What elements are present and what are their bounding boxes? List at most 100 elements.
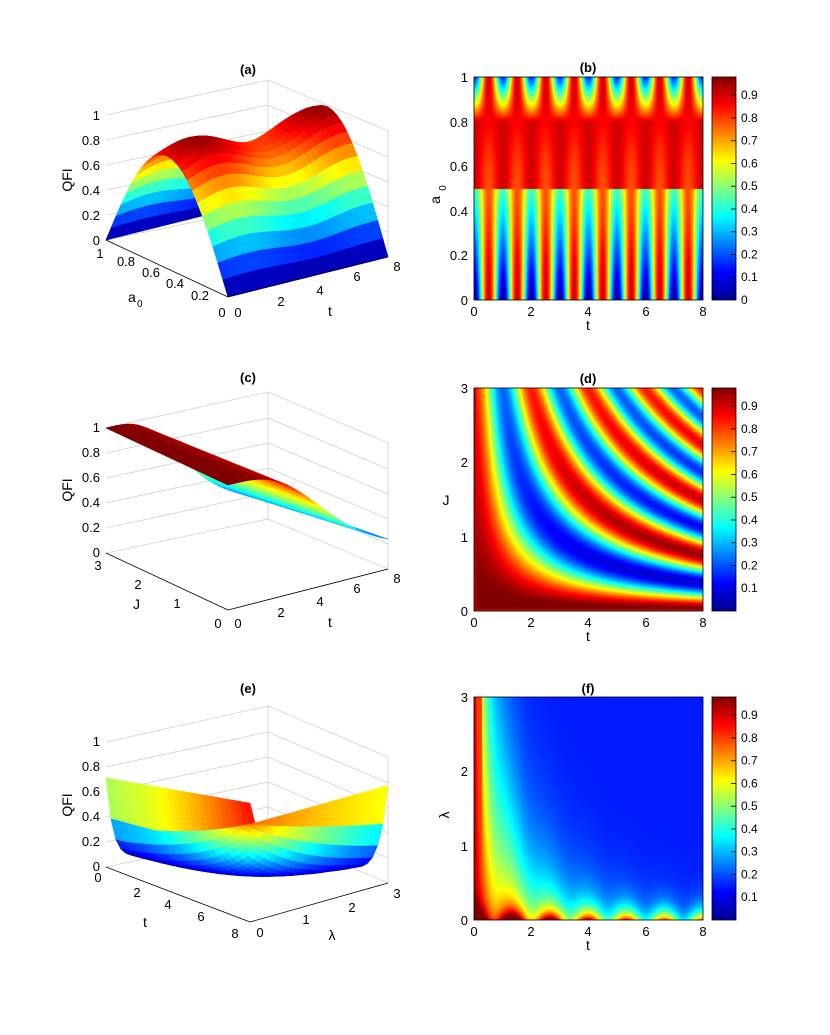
panel-a-axes: [105, 239, 389, 298]
e-ztick: 0.2: [82, 834, 100, 849]
b-xtick: 0: [470, 304, 477, 319]
b-ytick: 0: [461, 293, 468, 308]
a-ylabel: a: [128, 289, 136, 305]
colorbar-tick-label: 0.8: [741, 731, 758, 745]
colorbar-tick-label: 0: [741, 293, 748, 307]
panel-e-x-ticks: 0 1 2 3: [256, 886, 400, 940]
d-ytick: 2: [461, 455, 468, 470]
colorbar-tick-label: 0.1: [741, 890, 758, 904]
d-ytick: 0: [461, 604, 468, 619]
b-xtick: 2: [527, 304, 534, 319]
panel-f: (f) 0 1 2 3 λ 0 2 4 6 8 t 0.10.20.30.40.…: [436, 681, 758, 953]
panel-a: (a) 0 0.2 0.4 0.6 0.8 1 QFI 0 0.2: [59, 62, 401, 320]
panel-e: (e) 0 0.2 0.4 0.6 0.8 1 QFI 0 2: [59, 681, 401, 943]
c-ztick: 0.4: [82, 495, 100, 510]
f-xtick: 0: [470, 924, 477, 939]
panel-d-colorbar: [711, 387, 737, 612]
panel-e-axes: [105, 866, 389, 923]
colorbar-tick-label: 0.3: [741, 845, 758, 859]
panel-f-colorbar-ticks: 0.1 0.2 0.3 0.4 0.5 0.6 0.7 0.8 0.9: [731, 708, 758, 904]
colorbar-tick-label: 0.6: [741, 467, 758, 481]
colorbar-tick-label: 0.3: [741, 536, 758, 550]
a-ztick: 1: [93, 108, 100, 123]
e-ytick: 0: [94, 870, 101, 885]
colorbar-tick-label: 0.8: [741, 111, 758, 125]
b-xtick: 6: [642, 304, 649, 319]
e-ytick: 6: [197, 909, 204, 924]
b-ytick: 0.2: [450, 248, 468, 263]
colorbar-tick-label: 0.5: [741, 179, 758, 193]
c-ytick: 3: [94, 558, 101, 573]
a-xtick: 8: [393, 259, 400, 274]
c-ytick: 1: [173, 596, 180, 611]
e-ytick: 2: [133, 885, 140, 900]
panel-d-frame: [473, 387, 704, 612]
d-ytick: 1: [461, 530, 468, 545]
a-ztick: 0.4: [82, 183, 100, 198]
c-xtick: 4: [316, 594, 323, 609]
panel-f-y-ticks: 0 1 2 3: [461, 690, 468, 928]
e-ztick: 0.4: [82, 809, 100, 824]
f-ylabel: λ: [436, 812, 452, 819]
d-xtick: 4: [584, 615, 591, 630]
panel-c-grid: [105, 391, 389, 570]
c-ytick: 0: [214, 616, 221, 631]
a-ztick: 0.8: [82, 133, 100, 148]
panel-f-heatmap: [474, 697, 703, 920]
c-ztick: 0: [93, 545, 100, 560]
a-xtick: 2: [277, 294, 284, 309]
e-zlabel: QFI: [59, 793, 75, 816]
f-ytick: 1: [461, 839, 468, 854]
b-xtick: 4: [584, 304, 591, 319]
colorbar-tick-label: 0.9: [741, 708, 758, 722]
b-ytick: 1: [461, 70, 468, 85]
c-zlabel: QFI: [59, 478, 75, 501]
panel-b: (b) 0 0.2 0.4 0.6 0.8 1 a 0 0 2 4 6 8 t …: [427, 60, 758, 333]
colorbar-tick-label: 0.7: [741, 134, 758, 148]
e-xlabel: λ: [329, 927, 336, 943]
e-ytick: 4: [164, 897, 171, 912]
e-ztick: 0: [93, 859, 100, 874]
a-ztick: 0.2: [82, 208, 100, 223]
b-ytick: 0.4: [450, 204, 468, 219]
e-xtick: 3: [393, 886, 400, 901]
panel-d-colorbar-ticks: 0.1 0.2 0.3 0.4 0.5 0.6 0.7 0.8 0.9: [731, 399, 758, 595]
b-xlabel: t: [586, 317, 590, 333]
panel-b-y-ticks: 0 0.2 0.4 0.6 0.8 1: [450, 70, 468, 308]
panel-e-z-ticks: 0 0.2 0.4 0.6 0.8 1: [82, 734, 100, 874]
c-xtick: 2: [277, 605, 284, 620]
f-xlabel: t: [586, 937, 590, 953]
f-xtick: 2: [527, 924, 534, 939]
panel-c-y-ticks: 0 1 2 3: [94, 558, 221, 631]
panel-f-title: (f): [582, 681, 595, 696]
d-ylabel: J: [443, 492, 450, 508]
colorbar-tick-label: 0.1: [741, 270, 758, 284]
a-ytick: 0.6: [142, 265, 160, 280]
e-xtick: 1: [302, 912, 309, 927]
a-ytick: 1: [96, 246, 103, 261]
e-ztick: 0.8: [82, 759, 100, 774]
panel-f-x-ticks: 0 2 4 6 8: [470, 924, 706, 939]
colorbar-tick-label: 0.2: [741, 247, 758, 261]
panel-b-frame: [473, 76, 704, 301]
panel-f-colorbar: [711, 696, 737, 921]
c-xlabel: t: [328, 614, 332, 630]
c-ztick: 1: [93, 420, 100, 435]
c-ytick: 2: [134, 577, 141, 592]
colorbar-tick-label: 0.5: [741, 799, 758, 813]
d-xtick: 0: [470, 615, 477, 630]
f-ytick: 2: [461, 764, 468, 779]
panel-c-x-ticks: 0 2 4 6 8: [234, 571, 400, 631]
panel-c: (c) 0 0.2 0.4 0.6 0.8 1 QFI 0 1: [59, 370, 401, 631]
f-xtick: 4: [584, 924, 591, 939]
colorbar-tick-label: 0.6: [741, 776, 758, 790]
panel-b-title: (b): [580, 60, 597, 75]
colorbar-tick-label: 0.4: [741, 822, 758, 836]
a-ytick: 0.8: [117, 254, 135, 269]
e-xtick: 2: [348, 900, 355, 915]
panel-b-x-ticks: 0 2 4 6 8: [470, 304, 706, 319]
panel-b-colorbar-ticks: 0 0.1 0.2 0.3 0.4 0.5 0.6 0.7 0.8 0.9: [731, 88, 758, 307]
colorbar-tick-label: 0.2: [741, 558, 758, 572]
panel-a-title: (a): [240, 62, 256, 77]
